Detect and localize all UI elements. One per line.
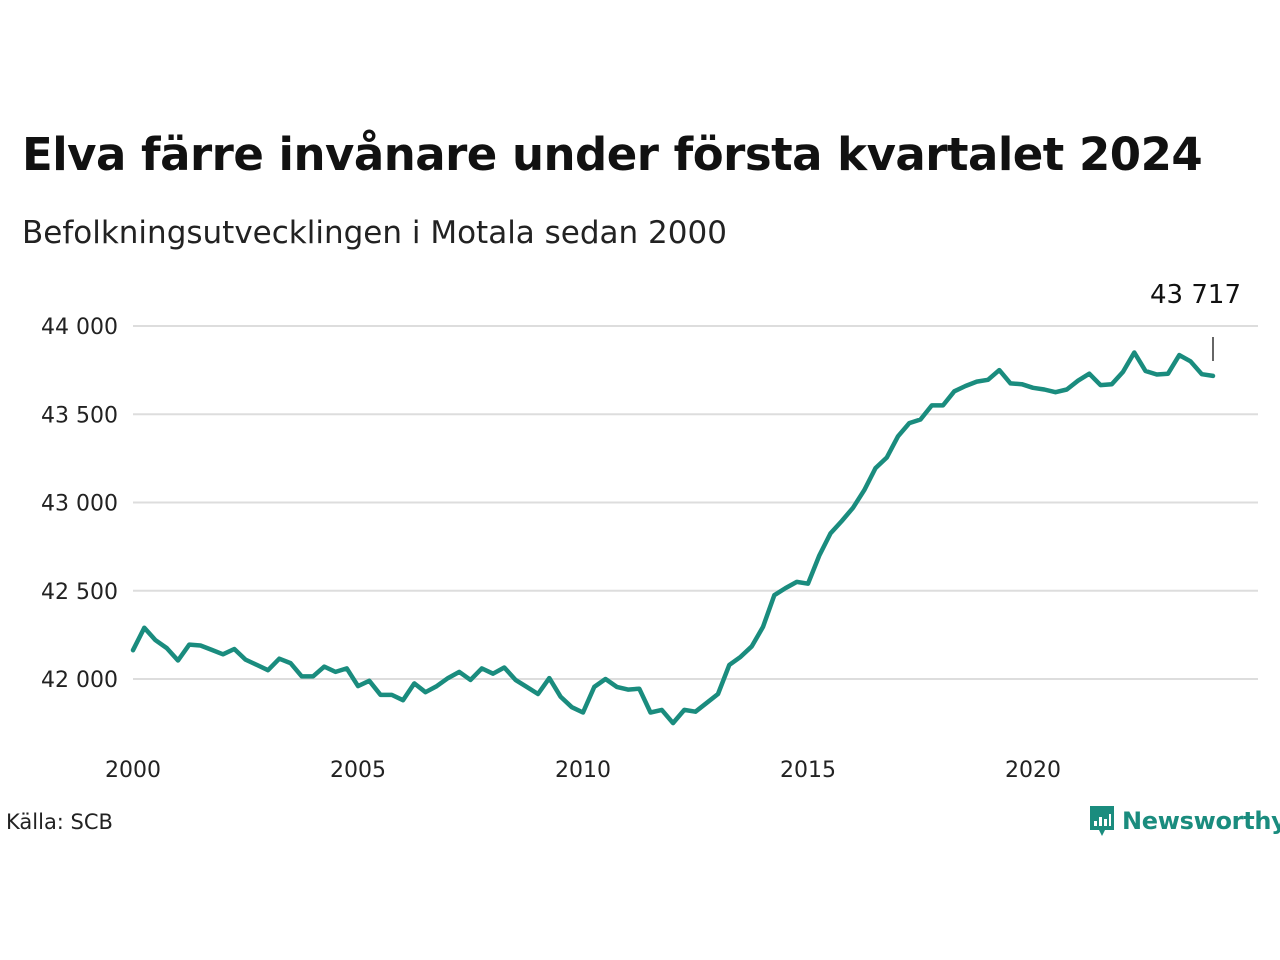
y-tick-label: 42 000 — [41, 668, 118, 693]
x-tick-label: 2020 — [1005, 758, 1061, 783]
x-tick-label: 2010 — [555, 758, 611, 783]
end-annotation: 43 717 — [1150, 280, 1241, 361]
x-tick-label: 2015 — [780, 758, 836, 783]
chart-subtitle: Befolkningsutvecklingen i Motala sedan 2… — [22, 215, 727, 251]
y-axis-tick-labels: 42 000 42 500 43 000 43 500 44 000 — [41, 315, 118, 693]
newsworthy-logo-icon — [1090, 806, 1114, 836]
brand-logo: Newsworthy — [1088, 803, 1280, 839]
y-tick-label: 43 000 — [41, 492, 118, 517]
source-note: Källa: SCB — [6, 810, 113, 834]
series-line — [130, 350, 1216, 726]
series-line-group — [130, 350, 1216, 726]
gridlines — [133, 325, 1258, 680]
x-tick-label: 2000 — [105, 758, 161, 783]
x-tick-label: 2005 — [330, 758, 386, 783]
y-tick-label: 43 500 — [41, 403, 118, 428]
y-tick-label: 44 000 — [41, 315, 118, 340]
chart-title: Elva färre invånare under första kvartal… — [22, 128, 1203, 181]
end-value-label: 43 717 — [1150, 280, 1241, 310]
x-axis-tick-labels: 2000 2005 2010 2015 2020 — [105, 758, 1061, 783]
y-tick-label: 42 500 — [41, 580, 118, 605]
brand-name: Newsworthy — [1122, 807, 1280, 835]
